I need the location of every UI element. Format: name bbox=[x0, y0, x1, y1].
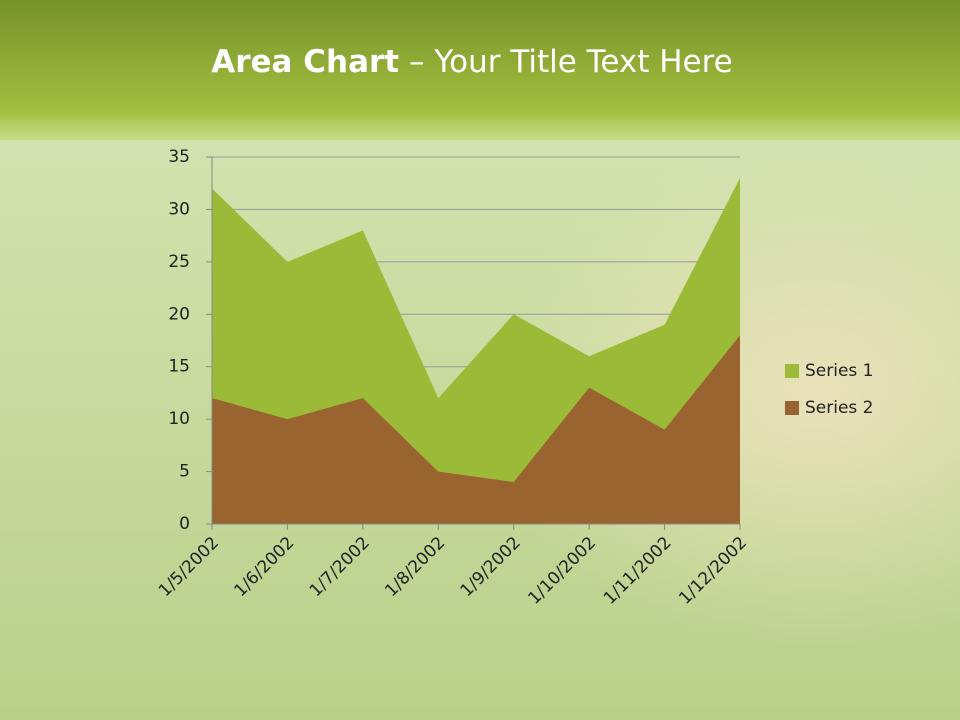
y-tick-label: 35 bbox=[168, 147, 190, 167]
y-tick-label: 30 bbox=[168, 199, 190, 219]
legend-swatch bbox=[785, 401, 799, 415]
title-rest: – Your Title Text Here bbox=[409, 44, 733, 80]
legend-swatch bbox=[785, 364, 799, 378]
title-banner bbox=[0, 0, 960, 140]
legend-label: Series 2 bbox=[805, 398, 874, 418]
y-tick-label: 10 bbox=[168, 409, 190, 429]
y-tick-label: 25 bbox=[168, 252, 190, 272]
y-tick-label: 15 bbox=[168, 357, 190, 377]
area bbox=[212, 335, 740, 524]
legend-label: Series 1 bbox=[805, 361, 874, 381]
y-tick-label: 5 bbox=[179, 462, 190, 482]
title-bold: Area Chart bbox=[211, 44, 399, 80]
y-tick-label: 20 bbox=[168, 304, 190, 324]
y-tick-label: 0 bbox=[179, 514, 190, 534]
slide-title: Area Chart – Your Title Text Here bbox=[211, 44, 732, 80]
